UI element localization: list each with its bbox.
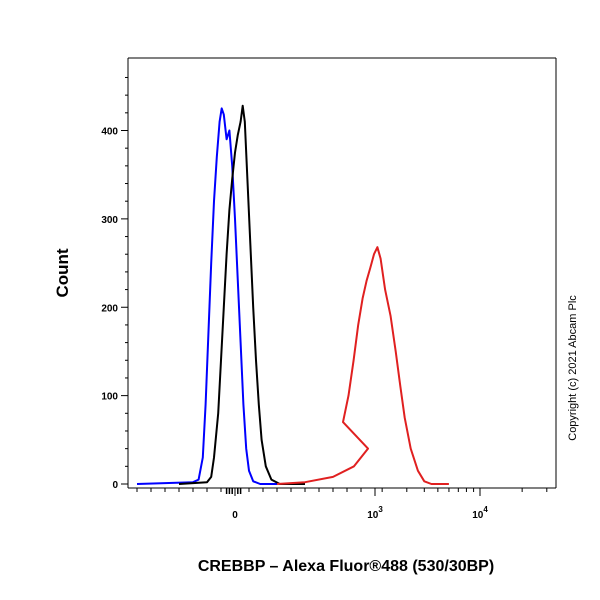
copyright-text: Copyright (c) 2021 Abcam Plc <box>567 295 579 441</box>
y-tick-label: 300 <box>101 215 118 226</box>
x-tick-label: 104 <box>472 505 488 521</box>
x-axis-title: CREBBP – Alexa Fluor®488 (530/30BP) <box>198 558 494 575</box>
series-2-line <box>276 246 449 485</box>
y-tick-label: 400 <box>101 127 118 138</box>
y-tick-label: 100 <box>101 392 118 403</box>
x-tick-label: 103 <box>367 505 383 521</box>
y-axis: 0 100 200 300 400 <box>101 76 128 491</box>
x-axis: 0 103 104 <box>136 488 548 521</box>
series-1-line <box>178 104 305 485</box>
series-layer <box>136 104 449 485</box>
y-tick-label: 200 <box>101 303 118 314</box>
series-0-line <box>136 107 277 485</box>
y-tick-label: 0 <box>112 480 118 491</box>
x-tick-label: 0 <box>232 510 238 521</box>
y-axis-title: Count <box>53 248 72 297</box>
